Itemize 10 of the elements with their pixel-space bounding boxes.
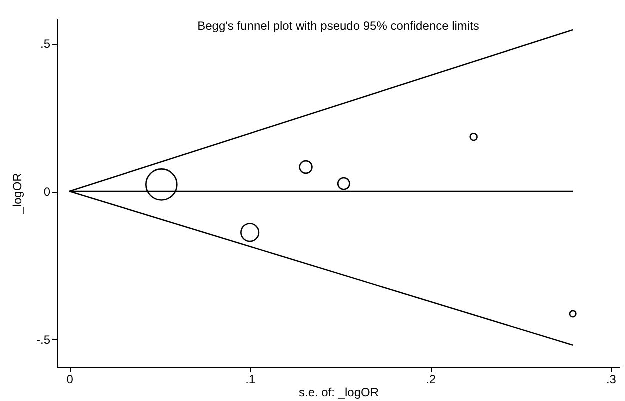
chart-title: Begg's funnel plot with pseudo 95% confidence limits [198, 19, 480, 33]
x-tick-label: .1 [246, 372, 256, 386]
y-tick-label: .5 [40, 37, 51, 52]
y-tick-label: 0 [44, 185, 51, 200]
x-tick-label: .3 [606, 372, 617, 386]
x-axis-title: s.e. of: _logOR [298, 386, 380, 400]
x-tick-label: .2 [426, 372, 436, 386]
y-axis-title: _logOR [10, 172, 24, 215]
x-tick-label: 0 [66, 372, 74, 386]
y-tick-label: -.5 [36, 332, 51, 347]
